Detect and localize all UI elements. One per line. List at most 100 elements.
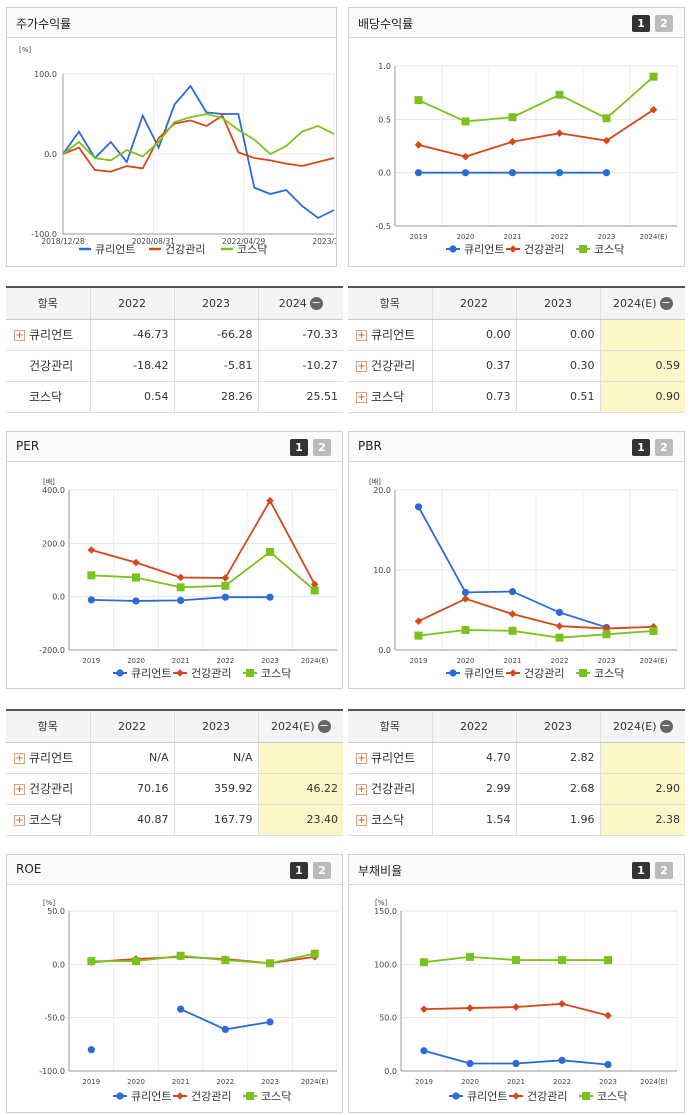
point-marker <box>310 586 319 595</box>
legend-item: 코스닥 <box>221 243 267 256</box>
value-cell: 0.30 <box>515 350 600 382</box>
x-tick-label: 2024(E) <box>640 1078 668 1086</box>
value-cell: 46.22 <box>257 773 343 805</box>
dividend-table: 항목 2022 2023 2024(E) − + 큐리언트 0.00 0.00 + 건… <box>348 286 685 413</box>
collapse-icon[interactable]: − <box>659 719 673 733</box>
expand-icon[interactable]: + <box>14 753 25 764</box>
point-marker <box>449 245 457 253</box>
point-marker <box>176 583 185 592</box>
per-view-2-button[interactable]: 2 <box>313 439 331 456</box>
point-marker <box>116 669 124 677</box>
point-marker <box>420 958 428 967</box>
dividend-view-1-button[interactable]: 1 <box>632 15 650 32</box>
x-tick-label: 2020 <box>461 1078 479 1086</box>
x-tick-label: 2019 <box>410 233 428 241</box>
expand-icon[interactable]: + <box>356 815 367 826</box>
row-name: 코스닥 <box>371 390 405 404</box>
expand-icon[interactable]: + <box>14 815 25 826</box>
point-marker <box>466 952 474 961</box>
expand-icon[interactable]: + <box>356 392 367 403</box>
collapse-icon[interactable]: − <box>317 719 331 733</box>
row-name-cell: + 코스닥 <box>6 804 90 836</box>
row-name-cell: + 건강관리 <box>6 773 90 805</box>
value-cell: 28.26 <box>173 381 258 413</box>
point-marker <box>414 169 423 177</box>
point-marker <box>221 593 229 601</box>
value-cell <box>599 319 685 351</box>
value-cell: 359.92 <box>173 773 258 805</box>
legend-label: 큐리언트 <box>131 1090 171 1103</box>
x-tick-label: 2021 <box>172 1078 190 1086</box>
expand-icon[interactable]: + <box>356 361 367 372</box>
x-tick-label: 2019 <box>82 657 100 665</box>
table-row: + 코스닥 1.54 1.96 2.38 <box>348 804 685 836</box>
value-cell: 4.70 <box>431 742 516 774</box>
point-marker <box>508 169 517 177</box>
value-cell: 167.79 <box>173 804 258 836</box>
point-marker <box>420 1005 428 1013</box>
point-marker <box>414 617 423 625</box>
point-marker <box>177 596 185 604</box>
expand-icon[interactable]: + <box>14 784 25 795</box>
expand-icon[interactable]: + <box>356 330 367 341</box>
point-marker <box>176 1092 184 1100</box>
x-tick-label: 2018/12/28 <box>41 237 84 246</box>
value-cell: 0.54 <box>89 381 174 413</box>
point-marker <box>508 137 517 146</box>
row-name: 코스닥 <box>371 813 405 827</box>
point-marker <box>414 503 423 511</box>
per-header: PER 1 2 <box>7 432 342 462</box>
expand-icon[interactable]: + <box>356 784 367 795</box>
dividend-th-item: 항목 <box>348 288 432 320</box>
roe-view-2-button[interactable]: 2 <box>313 862 331 879</box>
legend-item: 코스닥 <box>579 1090 627 1103</box>
debt-view-2-button[interactable]: 2 <box>655 862 673 879</box>
point-marker <box>558 956 566 965</box>
expand-icon[interactable]: + <box>14 330 25 341</box>
point-marker <box>87 1046 95 1054</box>
point-marker <box>604 1011 612 1020</box>
dividend-panel: 배당수익률 1 2 1.0 0.5 0.0 -0.5 2019 2020 2021 2022 2… <box>348 7 685 267</box>
pbr-view-1-button[interactable]: 1 <box>632 439 650 456</box>
debt-title: 부채비율 <box>358 864 403 878</box>
point-marker <box>649 626 658 635</box>
value-cell: 1.96 <box>515 804 600 836</box>
row-name: 건강관리 <box>371 359 416 373</box>
point-marker <box>512 1092 520 1100</box>
debt-view-1-button[interactable]: 1 <box>632 862 650 879</box>
point-marker <box>579 669 587 677</box>
point-marker <box>176 951 185 960</box>
value-cell: -46.73 <box>89 319 174 351</box>
x-tick-label: 2024(E) <box>640 657 668 665</box>
x-tick-label: 2020 <box>457 657 475 665</box>
dividend-view-2-button[interactable]: 2 <box>655 15 673 32</box>
y-tick-label: 0.0 <box>384 1067 397 1076</box>
row-name: 큐리언트 <box>29 328 74 342</box>
roe-view-1-button[interactable]: 1 <box>290 862 308 879</box>
series-line <box>418 629 654 639</box>
point-marker <box>461 169 470 177</box>
value-cell: -10.27 <box>257 350 343 382</box>
point-marker <box>602 630 611 639</box>
table-row: + 큐리언트 0.00 0.00 <box>348 319 685 351</box>
collapse-icon[interactable]: − <box>659 296 673 310</box>
dividend-th-2024e-label: 2024(E) <box>612 296 657 310</box>
x-tick-label: 2020 <box>457 233 475 241</box>
legend-item: 큐리언트 <box>79 243 135 256</box>
point-marker <box>176 573 185 582</box>
y-tick-label: 0.5 <box>378 115 391 124</box>
y-tick-label: 10.0 <box>373 566 391 575</box>
legend-item: 건강관리 <box>509 1090 567 1103</box>
point-marker <box>87 596 95 604</box>
per-view-1-button[interactable]: 1 <box>290 439 308 456</box>
pbr-view-2-button[interactable]: 2 <box>655 439 673 456</box>
legend-label: 코스닥 <box>237 243 267 256</box>
y-tick-label: 0.0 <box>44 150 57 159</box>
row-name: 코스닥 <box>29 813 63 827</box>
x-tick-label: 2020 <box>127 657 145 665</box>
pbr-header: PBR 1 2 <box>349 432 684 462</box>
point-marker <box>266 959 274 968</box>
value-cell: 0.37 <box>431 350 516 382</box>
collapse-icon[interactable]: − <box>309 296 323 310</box>
expand-icon[interactable]: + <box>356 753 367 764</box>
